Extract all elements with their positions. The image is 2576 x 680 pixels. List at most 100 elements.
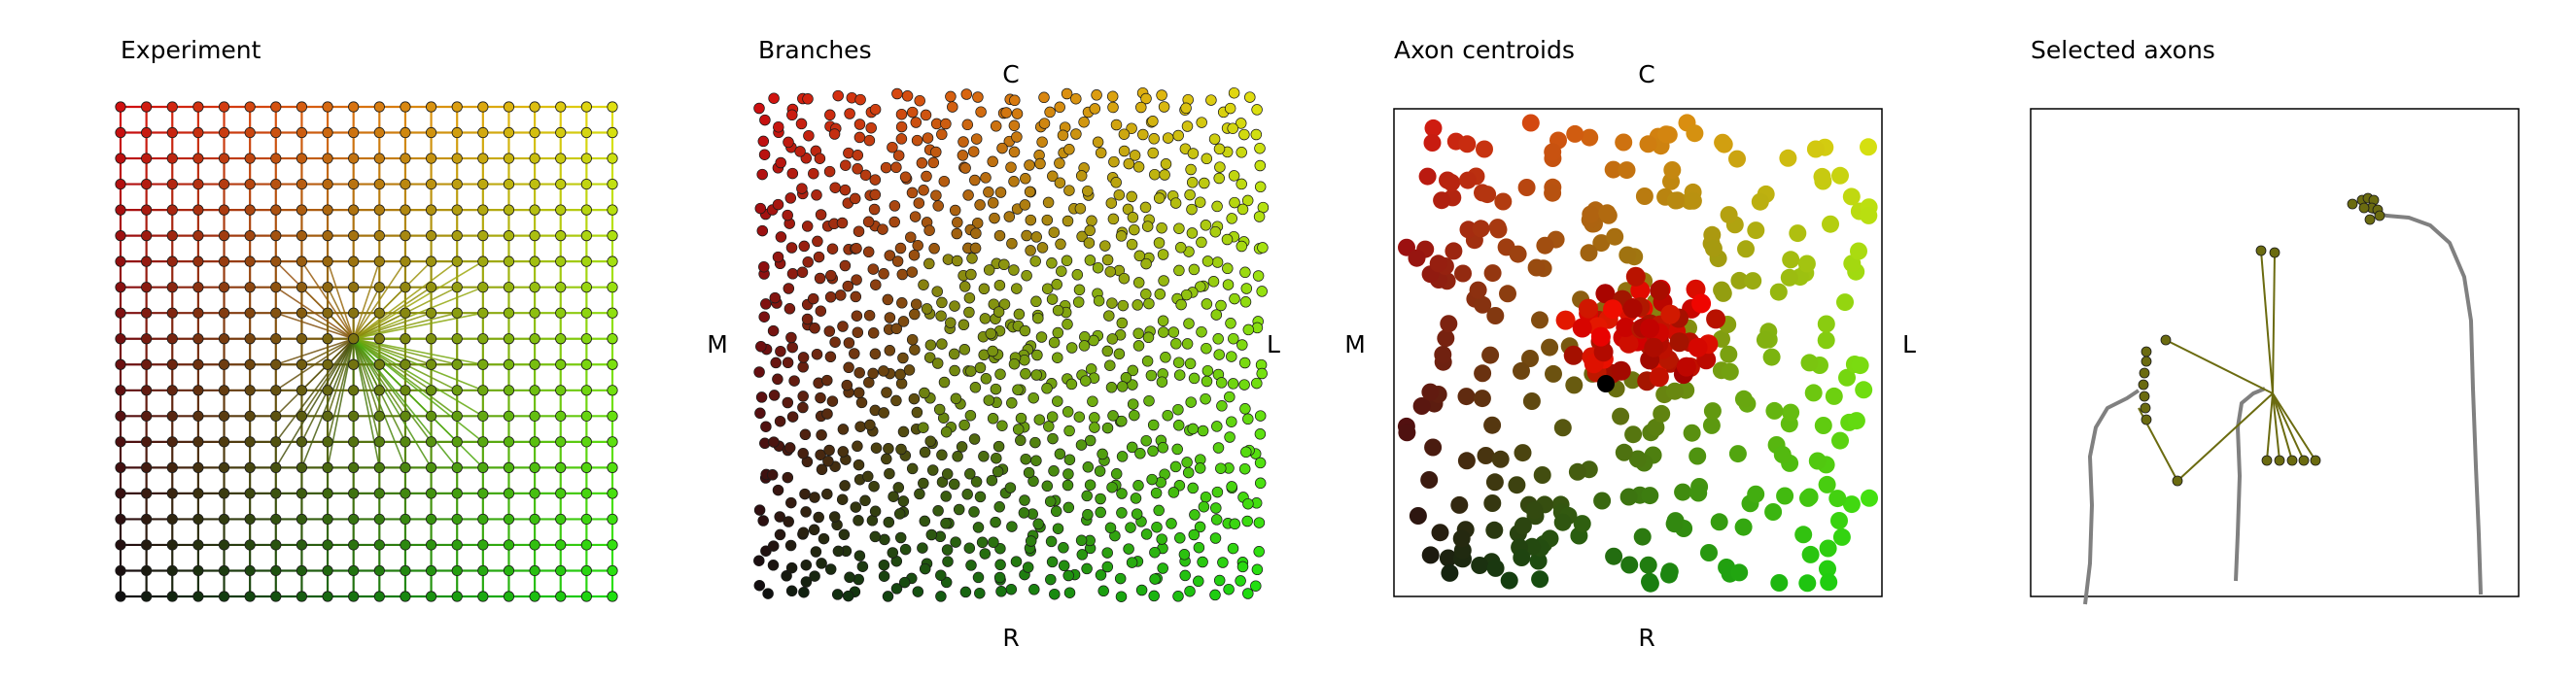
grid-point	[373, 101, 385, 113]
branch-point	[1183, 318, 1195, 329]
centroid-point	[1424, 438, 1443, 457]
panel-title-axon-centroids: Axon centroids	[1394, 36, 1575, 64]
branch-point	[808, 167, 819, 180]
branch-point	[1052, 395, 1063, 407]
branch-point	[892, 482, 905, 493]
branch-point	[1148, 133, 1160, 145]
grid-point	[425, 358, 437, 370]
branch-line	[2272, 392, 2316, 461]
grid-point	[348, 333, 360, 345]
grid-point	[607, 126, 618, 139]
branch-point	[772, 373, 783, 386]
branch-point	[1097, 585, 1109, 597]
centroid-point	[1832, 527, 1851, 546]
grid-point	[244, 255, 256, 267]
hub-connection	[353, 337, 484, 391]
grid-point	[425, 410, 437, 422]
branch-point	[925, 528, 938, 541]
branch-point	[783, 303, 796, 315]
branch-point	[1052, 326, 1064, 339]
branch-point	[1008, 264, 1020, 276]
branch-point	[1043, 421, 1055, 432]
grid-point	[477, 358, 489, 370]
grid-point	[607, 255, 618, 267]
branch-point	[1003, 211, 1016, 222]
centroid-point	[1443, 174, 1461, 191]
grid-point	[244, 204, 256, 216]
branch-point	[1238, 379, 1250, 391]
centroid-point	[1789, 224, 1807, 243]
branch-point	[829, 182, 841, 193]
grid-point	[555, 153, 567, 164]
branch-point	[862, 470, 874, 483]
centroid-point	[1660, 565, 1678, 584]
branch-point	[1061, 87, 1073, 100]
branch-point	[920, 109, 932, 121]
grid-point	[580, 564, 592, 577]
branch-point	[1132, 480, 1144, 492]
panel-title-selected-axons: Selected axons	[2031, 36, 2215, 64]
branch-point	[1118, 272, 1131, 285]
branch-point	[1139, 201, 1152, 214]
grid-point	[348, 591, 360, 602]
grid-point	[580, 307, 592, 319]
branch-point	[1211, 421, 1223, 432]
grid-point	[348, 539, 360, 551]
branch-point	[1215, 377, 1228, 389]
centroid-point	[1590, 326, 1611, 347]
grid-point	[503, 333, 515, 345]
hub-connection	[353, 260, 458, 340]
grid-point	[115, 230, 126, 242]
branch-point	[843, 337, 855, 349]
grid-point	[296, 410, 308, 422]
branch-marker	[2358, 202, 2370, 214]
direction-right-label: L	[1267, 330, 1280, 358]
branch-point	[958, 344, 971, 356]
branch-marker	[2172, 475, 2183, 487]
branch-point	[1226, 213, 1237, 224]
branch-point	[1227, 542, 1239, 555]
grid-point	[218, 385, 230, 396]
grid-point	[322, 101, 333, 113]
branch-point	[1058, 542, 1069, 554]
hub-connection	[353, 338, 484, 418]
branch-point	[868, 480, 880, 493]
branch-point	[1012, 384, 1024, 395]
branch-point	[853, 366, 865, 379]
branch-point	[755, 391, 768, 403]
grid-point	[270, 385, 282, 396]
branch-point	[1054, 157, 1065, 169]
branch-line	[2176, 392, 2274, 482]
centroid-point	[1855, 381, 1873, 399]
branch-point	[940, 425, 953, 438]
branch-point	[783, 136, 794, 149]
branch-point	[767, 540, 780, 552]
branch-point	[878, 365, 889, 377]
grid-point	[218, 461, 230, 473]
branch-point	[1019, 199, 1031, 211]
grid-point	[580, 410, 592, 422]
centroid-point	[1703, 225, 1722, 244]
grid-point	[503, 436, 515, 448]
centroid-point	[1734, 390, 1753, 408]
branch-point	[921, 170, 932, 183]
branch-point	[1130, 493, 1142, 504]
grid-point	[607, 591, 618, 602]
branch-point	[1253, 517, 1266, 528]
branch-point	[961, 489, 973, 500]
branch-point	[933, 403, 946, 416]
branch-point	[1154, 289, 1166, 300]
branch-point	[970, 476, 983, 488]
grid-point	[529, 358, 540, 370]
centroid-point	[1686, 124, 1704, 143]
branch-point	[910, 117, 922, 128]
branch-point	[1157, 442, 1169, 454]
centroid-point	[1598, 204, 1617, 222]
branch-point	[1021, 229, 1032, 242]
grid-point	[477, 591, 489, 602]
centroid-point	[1513, 361, 1530, 380]
hub-connection	[353, 337, 483, 366]
grid-point	[348, 126, 360, 139]
grid-point	[348, 513, 360, 526]
grid-point	[580, 282, 592, 293]
